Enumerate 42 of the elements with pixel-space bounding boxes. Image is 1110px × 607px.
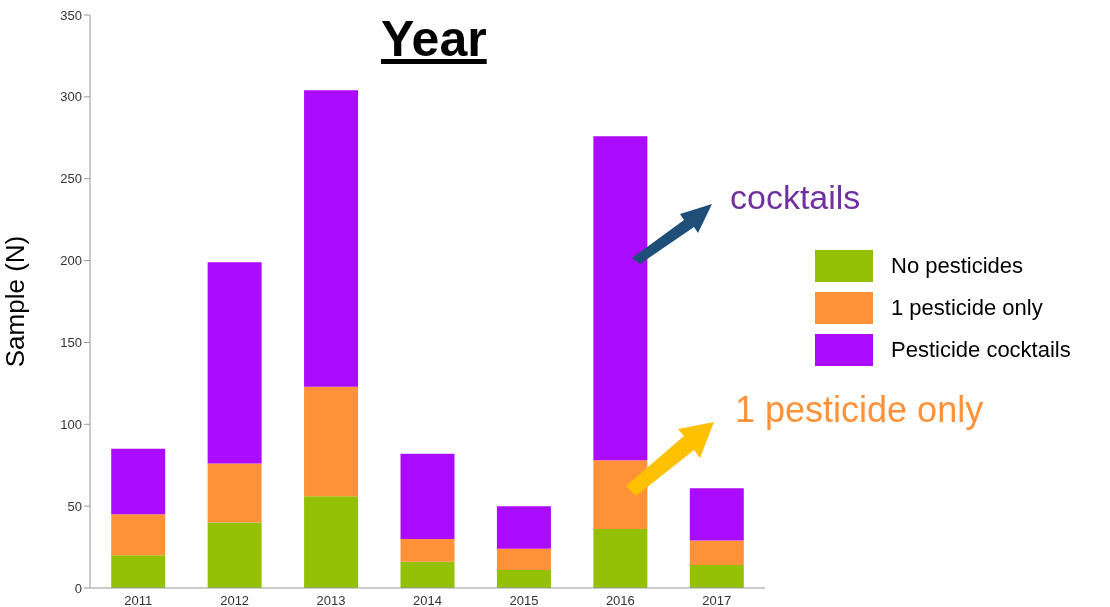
bar xyxy=(496,569,551,588)
x-tick-label: 2011 xyxy=(124,593,153,607)
bar xyxy=(593,136,648,461)
x-tick-label: 2014 xyxy=(413,593,442,607)
annotation: 1 pesticide only xyxy=(735,389,984,430)
bar xyxy=(400,561,455,588)
y-tick-label: 0 xyxy=(74,580,82,596)
y-tick-label: 300 xyxy=(60,89,82,105)
bar xyxy=(400,453,455,539)
bar xyxy=(111,555,166,588)
x-tick-label: 2012 xyxy=(220,593,250,607)
x-tick-label: 2013 xyxy=(316,593,346,607)
legend-label: 1 pesticide only xyxy=(891,295,1043,321)
bar xyxy=(496,548,551,570)
bar xyxy=(304,496,359,588)
x-tick-label: 2017 xyxy=(702,593,732,607)
y-tick-label: 150 xyxy=(60,335,82,351)
bar xyxy=(207,522,262,588)
bar xyxy=(689,540,744,566)
legend-label: No pesticides xyxy=(891,253,1024,279)
y-tick-label: 350 xyxy=(60,7,82,23)
y-tick-label: 50 xyxy=(67,498,82,514)
y-axis-title: Sample (N) xyxy=(0,235,31,368)
bar xyxy=(400,538,455,562)
bar xyxy=(207,262,262,464)
bar xyxy=(689,488,744,541)
x-tick-label: 2015 xyxy=(509,593,539,607)
chart-title: Year xyxy=(381,11,487,67)
legend-label: Pesticide cocktails xyxy=(891,337,1071,363)
bar xyxy=(304,90,359,387)
bar xyxy=(111,448,166,515)
annotation: cocktails xyxy=(730,178,861,216)
bar xyxy=(304,386,359,497)
y-tick-label: 200 xyxy=(60,253,82,269)
bar xyxy=(207,463,262,523)
bar xyxy=(496,506,551,549)
bar xyxy=(689,565,744,588)
bar xyxy=(111,514,166,556)
bar xyxy=(593,529,648,588)
y-tick-label: 250 xyxy=(60,171,82,187)
y-tick-label: 100 xyxy=(60,416,82,432)
x-tick-label: 2016 xyxy=(605,593,635,607)
